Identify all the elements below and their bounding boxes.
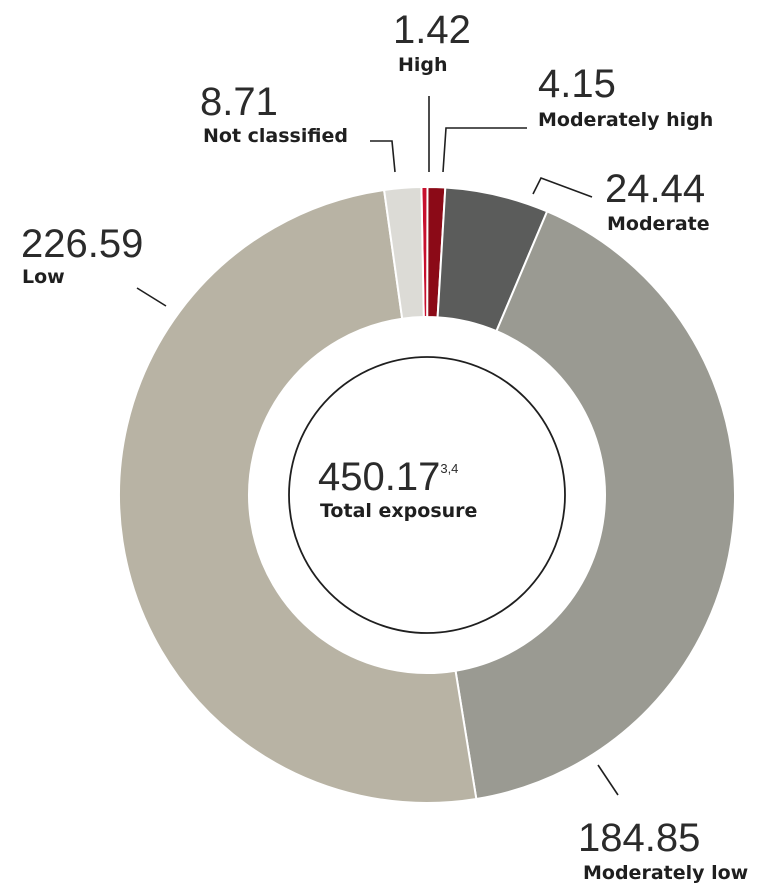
label-moderately-low-value: 184.85: [578, 816, 700, 860]
leader-line-moderately-high: [442, 127, 527, 173]
center-ring: [288, 356, 566, 634]
label-low-name: Low: [22, 266, 65, 288]
label-moderately-high-name: Moderately high: [538, 109, 713, 131]
leader-line-moderate: [532, 176, 593, 198]
label-low-value: 226.59: [21, 222, 143, 266]
label-moderately-low-name: Moderately low: [583, 862, 748, 884]
label-moderate-name: Moderate: [607, 213, 710, 235]
label-high-value: 1.42: [393, 8, 471, 52]
slice-not-classified: [382, 186, 425, 320]
total-exposure-superscript: 3,4: [440, 461, 458, 476]
label-moderately-high-value: 4.15: [538, 62, 616, 106]
label-not-classified-value: 8.71: [200, 80, 278, 124]
total-exposure-value: 450.173,4: [318, 455, 458, 499]
leader-line-not-classified: [370, 140, 396, 173]
leader-line-moderately-low: [597, 764, 619, 796]
total-exposure-label: Total exposure: [320, 500, 477, 522]
label-moderate-value: 24.44: [605, 167, 705, 211]
label-not-classified-name: Not classified: [203, 125, 348, 147]
slice-low: [118, 188, 478, 804]
leader-line-low: [136, 287, 167, 307]
donut-slices: [118, 185, 737, 804]
label-high-name: High: [398, 54, 448, 76]
slice-moderately-low: [454, 210, 737, 801]
